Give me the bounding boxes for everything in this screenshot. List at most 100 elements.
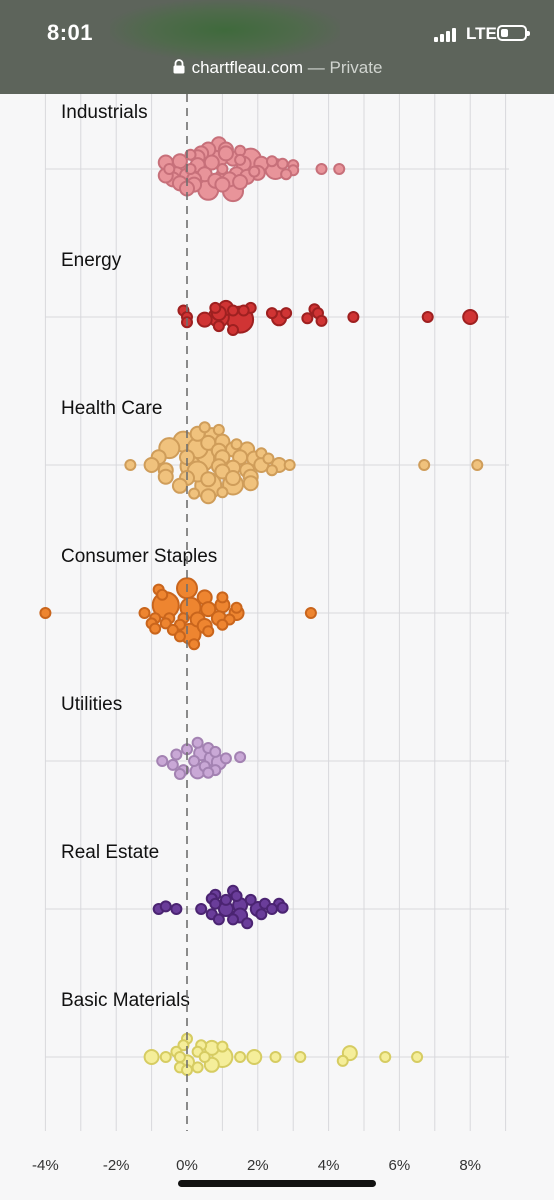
data-point	[227, 304, 240, 317]
data-point	[294, 1051, 307, 1063]
sector-group: Energy	[45, 250, 509, 336]
data-point	[315, 314, 328, 327]
data-point	[333, 163, 346, 175]
sector-group: Real Estate	[45, 842, 509, 930]
data-point	[241, 917, 254, 930]
data-point	[209, 301, 222, 314]
data-point	[173, 768, 186, 780]
data-point	[411, 1051, 424, 1063]
data-point	[234, 153, 247, 166]
data-point	[143, 457, 160, 473]
data-point	[244, 893, 257, 906]
x-tick-label: 2%	[247, 1157, 269, 1174]
data-point	[265, 464, 278, 477]
data-point	[124, 459, 137, 471]
data-point	[301, 312, 314, 325]
x-tick-label: 4%	[318, 1157, 340, 1174]
data-point	[276, 157, 289, 170]
data-point	[219, 893, 232, 906]
data-point	[39, 607, 52, 619]
data-point	[159, 617, 172, 630]
sector-label: Real Estate	[61, 842, 159, 863]
data-point	[230, 601, 243, 614]
data-point	[248, 165, 261, 178]
data-point	[191, 1061, 204, 1074]
data-point	[214, 176, 231, 193]
data-point	[225, 470, 242, 486]
data-point	[336, 1054, 349, 1067]
data-point	[462, 309, 479, 325]
data-point	[200, 601, 217, 618]
network-type: LTE	[466, 24, 497, 43]
private-mode-label: Private	[329, 58, 383, 77]
data-point	[212, 913, 225, 926]
data-point	[149, 622, 162, 635]
data-point	[143, 1049, 160, 1065]
data-point	[230, 890, 243, 902]
data-point	[188, 755, 201, 767]
data-point	[230, 438, 243, 451]
data-point	[200, 471, 217, 488]
data-point	[173, 1051, 186, 1063]
sector-group: Industrials	[45, 102, 509, 203]
sector-group: Health Care	[45, 398, 509, 505]
data-point	[216, 486, 229, 499]
x-tick-label: -4%	[32, 1157, 59, 1174]
data-point	[159, 1051, 172, 1063]
data-point	[216, 618, 229, 631]
data-point	[156, 588, 169, 601]
data-point	[200, 488, 217, 505]
clock: 8:01	[47, 20, 94, 45]
data-point	[138, 607, 151, 619]
data-point	[166, 623, 179, 636]
cellular-signal-icon	[434, 26, 460, 42]
data-point	[265, 307, 278, 320]
sector-group: Basic Materials	[45, 990, 509, 1076]
data-point	[216, 1040, 229, 1053]
data-point	[227, 324, 240, 336]
data-point	[195, 903, 208, 915]
x-tick-label: -2%	[103, 1157, 130, 1174]
home-indicator[interactable]	[178, 1180, 376, 1187]
data-point	[234, 751, 247, 764]
data-point	[212, 423, 225, 436]
data-point	[232, 174, 249, 190]
data-point	[269, 1051, 282, 1063]
data-point	[234, 1051, 247, 1063]
sector-label: Health Care	[61, 398, 162, 419]
data-point	[157, 468, 174, 485]
data-point	[188, 638, 201, 651]
data-point	[209, 745, 222, 758]
data-point	[265, 903, 278, 915]
data-point	[280, 307, 293, 320]
sector-label: Basic Materials	[61, 990, 190, 1011]
data-point	[418, 459, 431, 471]
data-point	[212, 320, 225, 333]
address-bar[interactable]: chartfleau.com — Private	[0, 58, 554, 78]
battery-icon	[497, 25, 530, 41]
data-point	[347, 311, 360, 323]
data-point	[202, 625, 215, 638]
url-separator: —	[303, 58, 330, 77]
data-point	[177, 1039, 190, 1052]
data-point	[421, 311, 434, 323]
data-point	[265, 155, 278, 168]
x-tick-label: 8%	[459, 1157, 481, 1174]
data-point	[184, 163, 197, 175]
data-point	[315, 163, 328, 175]
sector-label: Industrials	[61, 102, 148, 123]
data-point	[191, 736, 204, 749]
data-point	[219, 752, 232, 765]
x-tick-label: 6%	[389, 1157, 411, 1174]
data-point	[202, 766, 215, 779]
sector-group: Consumer Staples	[39, 546, 509, 651]
data-point	[379, 1051, 392, 1063]
data-point	[242, 475, 259, 492]
data-point	[198, 421, 211, 434]
lock-icon	[173, 59, 185, 74]
data-point	[156, 755, 169, 767]
site-domain: chartfleau.com	[191, 58, 304, 77]
beeswarm-chart: Industrials Energy Health Care Consumer Sta…	[32, 94, 509, 1174]
data-point	[217, 145, 234, 162]
data-point	[163, 163, 176, 175]
